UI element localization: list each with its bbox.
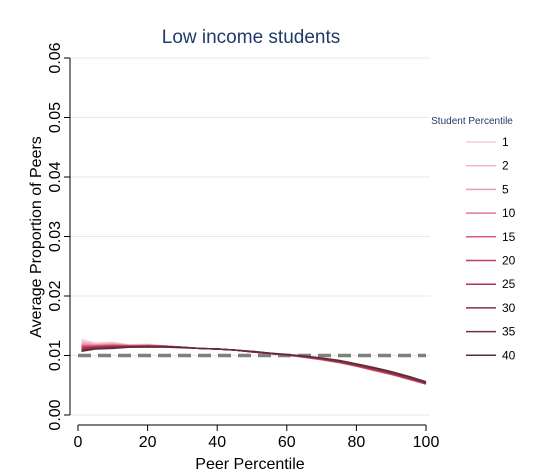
legend-label: 5	[502, 182, 509, 196]
y-tick-label: 0.04	[47, 161, 64, 192]
legend-label: 2	[502, 159, 509, 173]
series-group	[81, 338, 427, 385]
legend-label: 10	[502, 206, 516, 220]
legend-title: Student Percentile	[431, 116, 513, 127]
y-tick-label: 0.03	[47, 221, 64, 252]
x-axis-label: Peer Percentile	[195, 456, 304, 473]
x-tick-label: 40	[208, 434, 226, 451]
x-tick-label: 80	[348, 434, 366, 451]
y-tick-label: 0.06	[47, 42, 64, 73]
legend-label: 40	[502, 348, 516, 362]
y-tick-label: 0.01	[47, 340, 64, 371]
legend-label: 30	[502, 301, 516, 315]
legend-label: 25	[502, 277, 516, 291]
y-tick-label: 0.00	[47, 399, 64, 430]
legend-label: 1	[502, 135, 509, 149]
x-tick-label: 60	[278, 434, 296, 451]
chart-title: Low income students	[162, 27, 341, 48]
series-line-40	[81, 346, 427, 383]
legend-label: 20	[502, 254, 516, 268]
x-tick-label: 100	[413, 434, 440, 451]
y-tick-label: 0.05	[47, 102, 64, 133]
x-tick-label: 0	[74, 434, 83, 451]
legend-label: 35	[502, 325, 516, 339]
y-axis-label: Average Proportion of Peers	[28, 136, 45, 338]
legend-label: 15	[502, 230, 516, 244]
y-tick-label: 0.02	[47, 280, 64, 311]
axes: 0.00 0.01 0.02 0.03 0.04 0.05 0.06 0 20 40 60 80 100	[47, 42, 439, 451]
x-tick-label: 20	[139, 434, 157, 451]
